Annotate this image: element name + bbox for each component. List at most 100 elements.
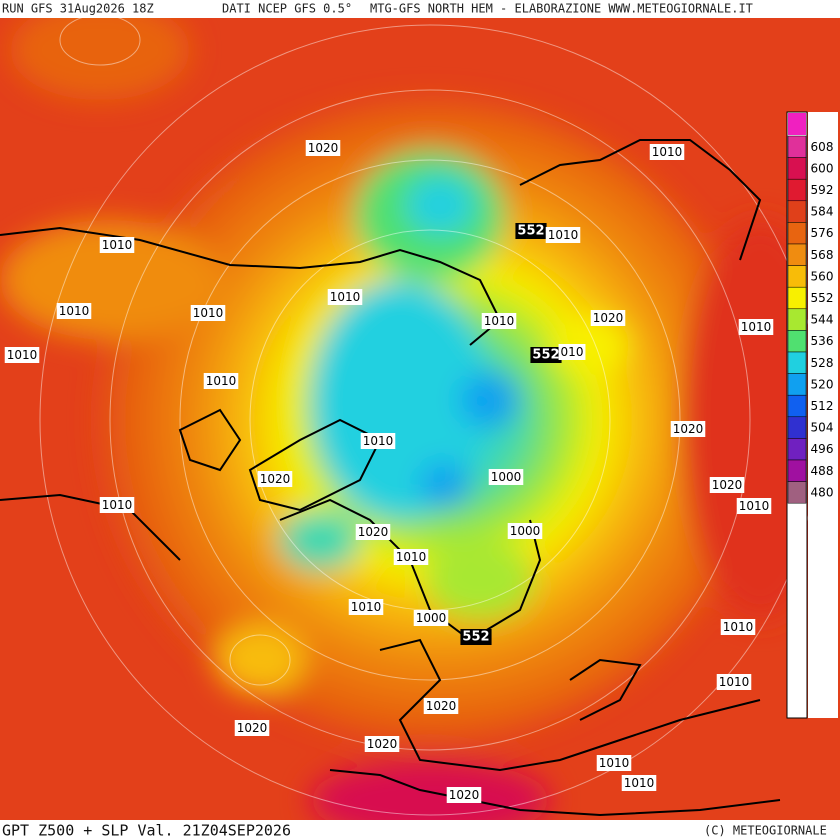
legend-swatch [787, 286, 807, 310]
legend-swatch [787, 394, 807, 418]
label-background [355, 524, 391, 540]
legend-swatch [787, 200, 807, 223]
pressure-label: 1010 [351, 600, 382, 614]
pressure-label: 1010 [102, 238, 133, 252]
label-background [738, 319, 774, 335]
pressure-label: 010 [561, 345, 584, 359]
contour-label: 1010 [738, 319, 774, 335]
pressure-label: 1020 [260, 472, 291, 486]
pressure-label: 1010 [652, 145, 683, 159]
legend-swatch [787, 416, 807, 439]
product-label: MTG-GFS NORTH HEM - ELABORAZIONE WWW.MET… [370, 2, 753, 16]
label-background [507, 523, 543, 539]
legend-swatch [787, 438, 807, 461]
contour-label: 1010 [348, 599, 384, 615]
copyright: (C) METEOGIORNALE [704, 824, 827, 838]
legend-swatch [787, 459, 807, 482]
contour-label: 1010 [99, 237, 135, 253]
contour-label: 1010 [56, 303, 92, 319]
label-background [348, 599, 384, 615]
pressure-label: 1020 [308, 141, 339, 155]
pressure-label: 1020 [358, 525, 389, 539]
pressure-label: 1020 [712, 478, 743, 492]
label-background [360, 433, 396, 449]
legend-swatch [787, 330, 807, 353]
footer-bar [0, 820, 840, 840]
pressure-label: 1010 [206, 374, 237, 388]
contour-label: 1020 [423, 698, 459, 714]
label-background [257, 471, 293, 487]
label-background [596, 755, 632, 771]
pressure-label: 1010 [484, 314, 515, 328]
contour-label: 1020 [446, 787, 482, 803]
legend-label: 504 [811, 421, 834, 435]
contour-label: 1010 [545, 227, 581, 243]
contour-label: 1010 [596, 755, 632, 771]
label-background [446, 787, 482, 803]
pressure-label: 1010 [599, 756, 630, 770]
pressure-label: 1010 [193, 306, 224, 320]
label-background [203, 373, 239, 389]
label-background [488, 469, 524, 485]
label-background [720, 619, 756, 635]
footer-title: GPT Z500 + SLP Val. 21Z04SEP2026 [2, 822, 291, 840]
label-background [716, 674, 752, 690]
pressure-label: 1020 [449, 788, 480, 802]
legend-label: 512 [811, 399, 834, 413]
label-background [190, 305, 226, 321]
legend-label: 496 [811, 442, 834, 456]
contour-label: 1010 [327, 289, 363, 305]
legend-label: 488 [811, 464, 834, 478]
contour-label: 552 [515, 223, 547, 239]
pressure-label: 1020 [367, 737, 398, 751]
pressure-label: 1010 [7, 348, 38, 362]
label-background [4, 347, 40, 363]
contour-label: 1010 [203, 373, 239, 389]
contour-label: 1020 [305, 140, 341, 156]
label-background [56, 303, 92, 319]
pressure-label: 1010 [719, 675, 750, 689]
label-background [545, 227, 581, 243]
contour-label: 1010 [360, 433, 396, 449]
pressure-label: 1010 [363, 434, 394, 448]
contour-label: 1010 [4, 347, 40, 363]
contour-label: 1020 [590, 310, 626, 326]
contour-label: 552 [460, 629, 492, 645]
legend-label: 592 [811, 183, 834, 197]
contour-label: 1020 [257, 471, 293, 487]
label-background [736, 498, 772, 514]
label-background [364, 736, 400, 752]
pressure-label: 1000 [491, 470, 522, 484]
contour-label: 1020 [364, 736, 400, 752]
contour-label: 552 [530, 347, 562, 363]
label-background [423, 698, 459, 714]
contour-label: 1020 [670, 421, 706, 437]
legend-label: 544 [811, 313, 834, 327]
contour-label: 1000 [507, 523, 543, 539]
legend-swatch [787, 481, 807, 504]
label-background [305, 140, 341, 156]
legend-swatch [787, 135, 807, 158]
contour-label: 010 [558, 344, 586, 360]
legend-label: 528 [811, 356, 834, 370]
contour-label: 1010 [716, 674, 752, 690]
contour-label: 1010 [190, 305, 226, 321]
pressure-label: 1000 [510, 524, 541, 538]
label-background [99, 237, 135, 253]
legend-swatch [787, 178, 807, 202]
label-background [515, 223, 547, 239]
header-bar [0, 0, 840, 18]
contour-label: 1000 [413, 610, 449, 626]
pressure-label: 1020 [593, 311, 624, 325]
pressure-label: 1010 [624, 776, 655, 790]
label-background [670, 421, 706, 437]
legend-label: 608 [811, 140, 834, 154]
legend-swatch [787, 157, 807, 180]
pressure-label: 1010 [102, 498, 133, 512]
legend-label: 552 [811, 291, 834, 305]
height-label: 552 [517, 224, 544, 239]
contour-label: 1020 [709, 477, 745, 493]
legend-label: 480 [811, 485, 834, 499]
pressure-label: 1010 [330, 290, 361, 304]
